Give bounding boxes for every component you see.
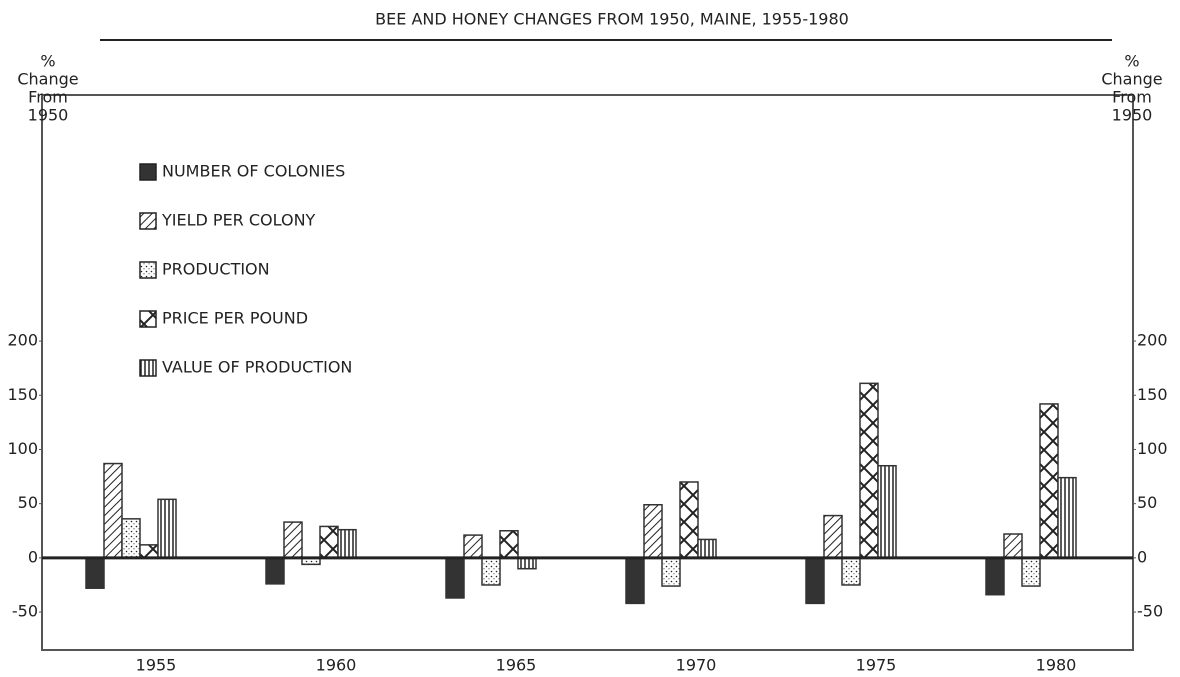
y-axis-label: %: [40, 52, 55, 71]
bar: [157, 498, 177, 559]
bar: [1057, 476, 1077, 559]
bar: [1003, 533, 1023, 559]
legend-label: YIELD PER COLONY: [161, 211, 316, 230]
y2-tick-label: 200: [1137, 331, 1168, 350]
y-tick-label: 150: [7, 385, 38, 404]
y2-tick-label: -50: [1137, 602, 1163, 621]
y2-axis-label: %: [1124, 52, 1139, 71]
y-axis-label: Change: [17, 70, 78, 89]
legend-swatch: [139, 163, 157, 181]
bar: [1039, 403, 1059, 559]
bar: [319, 525, 339, 559]
y2-axis-label: 1950: [1112, 106, 1153, 125]
bar: [463, 534, 483, 559]
plot-frame: [41, 94, 1134, 651]
x-tick-label: 1965: [496, 656, 537, 675]
y-tick-label: 50: [18, 493, 38, 512]
y-tick-label: 200: [7, 331, 38, 350]
y2-tick-label: 150: [1137, 385, 1168, 404]
bar: [121, 518, 141, 559]
legend-label: VALUE OF PRODUCTION: [162, 358, 352, 377]
bar: [625, 557, 645, 605]
y-axis-label: From: [28, 88, 68, 107]
bar: [859, 382, 879, 559]
bar: [337, 528, 357, 559]
bar: [481, 557, 501, 586]
bar: [517, 557, 537, 570]
y-tick-label: 100: [7, 439, 38, 458]
x-tick-label: 1975: [856, 656, 897, 675]
bar: [499, 530, 519, 559]
legend-swatch: [139, 310, 157, 328]
legend-swatch: [139, 261, 157, 279]
y2-axis-label: From: [1112, 88, 1152, 107]
y-axis-label: 1950: [28, 106, 69, 125]
x-tick-label: 1980: [1036, 656, 1077, 675]
y-tick-label: 0: [28, 547, 38, 566]
bar: [85, 557, 105, 589]
bar: [643, 503, 663, 559]
legend-label: PRICE PER POUND: [162, 309, 308, 328]
bar: [661, 557, 681, 587]
bar: [697, 538, 717, 559]
bar: [823, 514, 843, 559]
x-tick-label: 1970: [676, 656, 717, 675]
y2-tick-label: 50: [1137, 493, 1157, 512]
bar: [805, 557, 825, 605]
y-tick-label: -50: [12, 602, 38, 621]
legend-label: NUMBER OF COLONIES: [162, 162, 345, 181]
y2-axis-label: Change: [1101, 70, 1162, 89]
y2-tick-label: 0: [1137, 547, 1147, 566]
bar: [283, 521, 303, 559]
legend-swatch: [139, 212, 157, 230]
bar: [139, 544, 159, 559]
legend-swatch: [139, 359, 157, 377]
bar: [985, 557, 1005, 596]
bar: [103, 462, 123, 559]
bar: [679, 481, 699, 559]
legend-label: PRODUCTION: [162, 260, 270, 279]
chart-title: BEE AND HONEY CHANGES FROM 1950, MAINE, …: [375, 10, 849, 29]
bar: [877, 464, 897, 559]
y2-tick-label: 100: [1137, 439, 1168, 458]
bar: [265, 557, 285, 585]
x-tick-label: 1960: [316, 656, 357, 675]
bar: [445, 557, 465, 599]
bar: [1021, 557, 1041, 587]
x-tick-label: 1955: [136, 656, 177, 675]
bar: [841, 557, 861, 586]
